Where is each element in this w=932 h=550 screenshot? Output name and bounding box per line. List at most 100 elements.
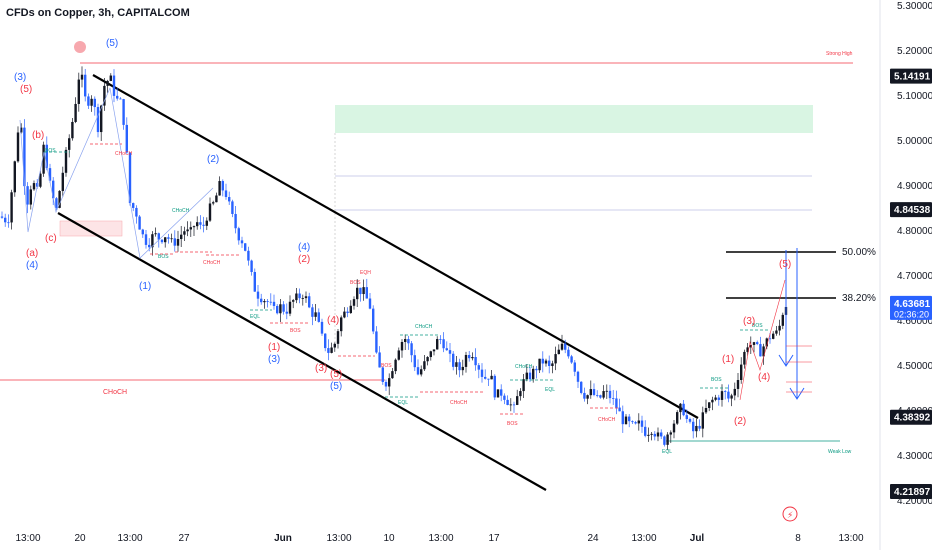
structure-label: EQL xyxy=(662,449,672,455)
candle-body xyxy=(564,343,567,350)
y-tick-label: 4.60000 xyxy=(897,316,932,327)
x-tick-label: 13:00 xyxy=(117,533,142,544)
candle-body xyxy=(356,287,359,300)
candle-body xyxy=(701,412,704,429)
candle-body xyxy=(634,422,637,424)
candle-body xyxy=(711,399,714,403)
candle-body xyxy=(455,362,458,367)
candle-body xyxy=(752,342,756,345)
candle-body xyxy=(48,168,52,181)
structure-label: BOS xyxy=(507,421,518,427)
candle-body xyxy=(778,325,781,331)
structure-label: EQL xyxy=(545,387,555,393)
candle-body xyxy=(560,343,564,350)
candle-body xyxy=(621,411,624,425)
candle-body xyxy=(554,354,557,364)
wave-zigzag-mid xyxy=(109,87,214,259)
structure-label: EQL xyxy=(398,400,408,406)
candle-body xyxy=(320,321,324,334)
structure-label: CHoCH xyxy=(203,260,221,266)
candle-body xyxy=(228,197,231,202)
candle-body xyxy=(592,389,596,395)
candle-body xyxy=(720,391,724,400)
candle-body xyxy=(724,391,727,392)
candle-body xyxy=(160,239,164,243)
candle-body xyxy=(714,397,717,400)
candle-body xyxy=(512,404,516,406)
candles xyxy=(0,66,788,451)
candle-body xyxy=(106,80,109,86)
candle-body xyxy=(740,364,743,381)
candle-body xyxy=(368,298,372,309)
structure-label: CHoCH xyxy=(515,364,533,370)
wave-label: (1) xyxy=(722,354,734,365)
candle-body xyxy=(602,391,605,398)
candle-body xyxy=(202,224,205,226)
candle-body xyxy=(503,395,506,400)
candle-body xyxy=(679,403,682,413)
candle-body xyxy=(61,172,64,191)
descending-channel xyxy=(57,74,699,491)
candle-body xyxy=(605,390,608,392)
candle-body xyxy=(663,436,666,445)
candle-body xyxy=(13,161,16,193)
candle-body xyxy=(176,239,180,246)
svg-text:⚡: ⚡ xyxy=(787,511,793,521)
candle-body xyxy=(263,301,266,303)
strong-high-label: Strong High xyxy=(826,51,853,57)
candle-body xyxy=(125,124,128,153)
candle-body xyxy=(730,395,733,399)
candle-body xyxy=(365,287,368,299)
candle-body xyxy=(410,343,413,356)
supply-zone xyxy=(335,105,813,133)
annotation-shapes: ⚡ xyxy=(19,41,812,522)
price-tag xyxy=(890,68,932,84)
lightning-icon[interactable] xyxy=(782,506,798,522)
x-tick-label: Jun xyxy=(274,533,292,544)
wave-label: (c) xyxy=(45,233,57,244)
wave-label: (5) xyxy=(20,84,32,95)
candle-body xyxy=(266,301,269,302)
time-axis[interactable]: 13:00 20 13:00 27 Jun 13:00 10 13:00 17 24 13:00 Ju… xyxy=(15,533,863,544)
candle-body xyxy=(506,399,509,405)
candle-body xyxy=(404,339,407,342)
candle-body xyxy=(45,144,48,169)
candle-body xyxy=(100,105,103,133)
price-axis[interactable]: 5.30000 5.20000 5.10000 5.00000 4.90000 4.800… xyxy=(879,0,932,550)
candle-body xyxy=(186,229,189,232)
wave-label: (1) xyxy=(139,281,151,292)
candle-body xyxy=(55,198,58,208)
candle-body xyxy=(477,365,480,370)
candle-body xyxy=(240,240,244,244)
candle-body xyxy=(583,392,586,399)
candle-body xyxy=(372,308,375,332)
candle-body xyxy=(282,304,285,312)
price-tag-label: 4.21897 xyxy=(894,487,931,498)
candle-body xyxy=(624,416,628,425)
structure-label: CHoCH xyxy=(115,151,133,157)
candle-body xyxy=(349,305,352,314)
wave-label: (2) xyxy=(734,416,746,427)
channel-upper xyxy=(92,74,699,419)
candle-body xyxy=(698,425,701,429)
candle-body xyxy=(205,220,208,226)
price-tag xyxy=(890,409,932,425)
fib-382-label: 38.20% xyxy=(842,293,876,304)
candle-body xyxy=(260,298,263,303)
candle-body xyxy=(490,375,493,380)
fib-labels: 50.00% 38.20% Strong High Weak Low CHoCH xyxy=(103,51,876,455)
candle-body xyxy=(528,372,532,380)
y-tick-label: 4.70000 xyxy=(897,271,932,282)
y-tick-label: 5.10000 xyxy=(897,91,932,102)
candle-body xyxy=(656,432,660,437)
candle-body xyxy=(157,233,160,240)
candle-body xyxy=(717,397,720,400)
candle-body xyxy=(20,127,23,133)
candle-body xyxy=(285,311,288,314)
candle-body xyxy=(336,331,340,344)
candle-body xyxy=(708,402,711,409)
candle-body xyxy=(519,391,522,397)
candle-body xyxy=(244,243,247,251)
candle-body xyxy=(541,358,544,364)
